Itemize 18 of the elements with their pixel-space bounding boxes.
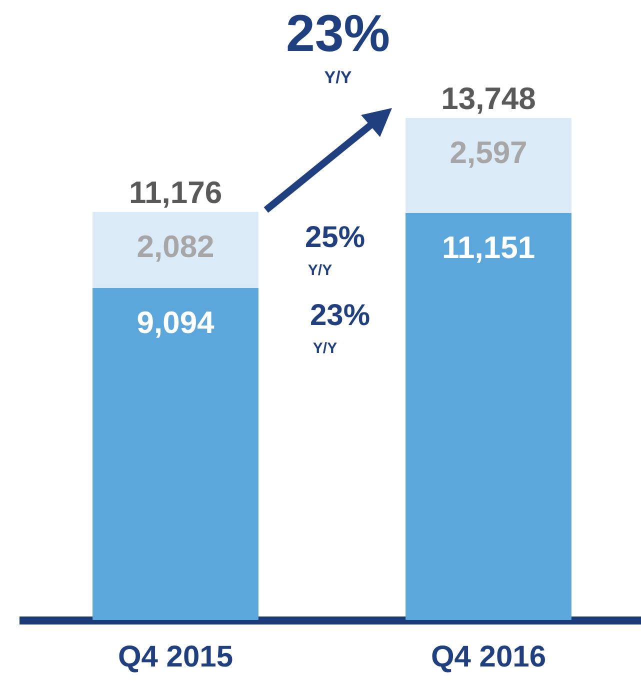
- x-tick-label: Q4 2015: [118, 640, 234, 674]
- data-label: 2,082: [136, 228, 214, 264]
- bar: [92, 212, 258, 288]
- total-label: 13,748: [441, 81, 536, 116]
- bar: [406, 118, 572, 213]
- annotation: 25%: [304, 221, 366, 254]
- data-label: 9,094: [136, 304, 216, 340]
- annotation: Y/Y: [312, 340, 338, 357]
- annotation: Y/Y: [308, 262, 332, 279]
- bar: [92, 288, 258, 620]
- x-tick-label: Q4 2016: [430, 640, 546, 674]
- bar: [406, 212, 572, 620]
- data-label: 11,151: [442, 230, 536, 265]
- text: 23%: [286, 5, 390, 63]
- annotation: 23%: [310, 299, 370, 332]
- data-label: 2,597: [450, 135, 528, 170]
- total-label: 11,176: [128, 174, 222, 210]
- text: Y/Y: [324, 68, 352, 87]
